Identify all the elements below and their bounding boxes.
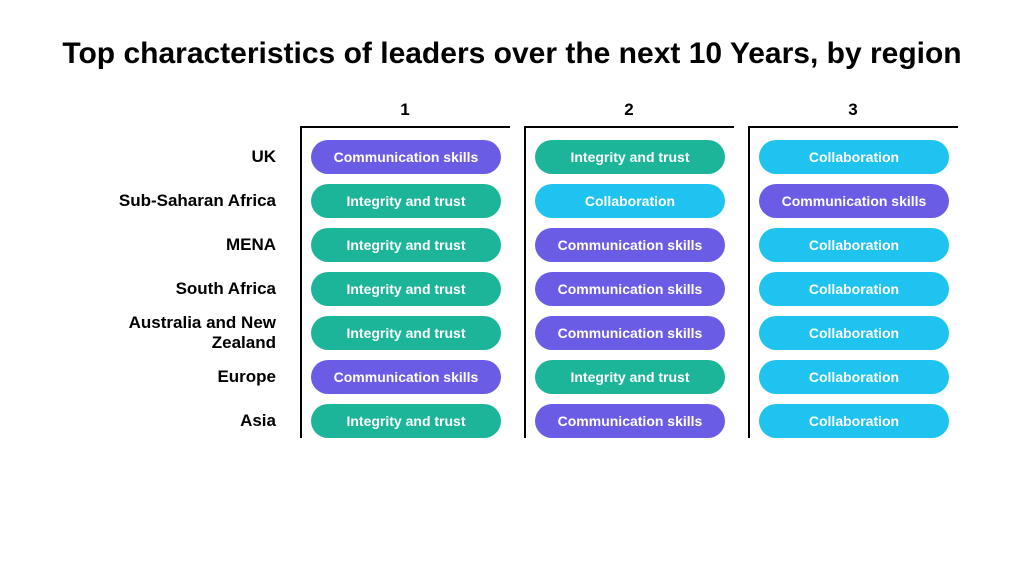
row-label: Sub-Saharan Africa	[66, 184, 286, 218]
table-cell: Communication skills	[526, 272, 734, 306]
table-cell: Collaboration	[750, 316, 958, 350]
row-label: South Africa	[66, 272, 286, 306]
row-labels-col: UK Sub-Saharan Africa MENA South Africa Aust…	[66, 126, 286, 438]
characteristic-pill: Collaboration	[535, 184, 725, 218]
characteristic-pill: Collaboration	[759, 140, 949, 174]
table-cell: Integrity and trust	[302, 228, 510, 262]
characteristic-pill: Integrity and trust	[311, 316, 501, 350]
col-3-group: Collaboration Communication skills Collabo…	[748, 126, 958, 438]
characteristic-pill: Collaboration	[759, 316, 949, 350]
row-label: UK	[66, 140, 286, 174]
row-label: MENA	[66, 228, 286, 262]
characteristic-pill: Communication skills	[535, 404, 725, 438]
characteristic-pill: Integrity and trust	[535, 360, 725, 394]
characteristic-pill: Collaboration	[759, 228, 949, 262]
characteristic-pill: Integrity and trust	[311, 272, 501, 306]
col-2-group: Integrity and trust Collaboration Communic…	[524, 126, 734, 438]
characteristic-pill: Collaboration	[759, 360, 949, 394]
row-label: Asia	[66, 404, 286, 438]
characteristic-pill: Collaboration	[759, 272, 949, 306]
row-label: Europe	[66, 360, 286, 394]
table-cell: Integrity and trust	[302, 404, 510, 438]
characteristic-pill: Communication skills	[535, 228, 725, 262]
table-cell: Integrity and trust	[526, 360, 734, 394]
table-cell: Integrity and trust	[302, 184, 510, 218]
table-cell: Communication skills	[526, 316, 734, 350]
table-cell: Integrity and trust	[302, 272, 510, 306]
table-cell: Collaboration	[750, 140, 958, 174]
table-cell: Collaboration	[750, 228, 958, 262]
characteristic-pill: Communication skills	[759, 184, 949, 218]
col-head-2: 2	[524, 100, 734, 126]
table-cell: Integrity and trust	[526, 140, 734, 174]
header-grid: 1 2 3	[60, 100, 964, 126]
characteristic-pill: Communication skills	[535, 316, 725, 350]
characteristic-pill: Integrity and trust	[535, 140, 725, 174]
characteristic-pill: Integrity and trust	[311, 184, 501, 218]
characteristic-pill: Integrity and trust	[311, 228, 501, 262]
table-cell: Collaboration	[750, 272, 958, 306]
characteristic-pill: Communication skills	[311, 140, 501, 174]
row-label: Australia and New Zealand	[66, 316, 286, 350]
table-cell: Communication skills	[526, 404, 734, 438]
table-cell: Communication skills	[526, 228, 734, 262]
table-cell: Collaboration	[750, 404, 958, 438]
table-cell: Collaboration	[526, 184, 734, 218]
body-grid: UK Sub-Saharan Africa MENA South Africa Aust…	[60, 126, 964, 438]
table-cell: Collaboration	[750, 360, 958, 394]
characteristic-pill: Collaboration	[759, 404, 949, 438]
col-head-1: 1	[300, 100, 510, 126]
col-head-3: 3	[748, 100, 958, 126]
col-1-group: Communication skills Integrity and trust I…	[300, 126, 510, 438]
page-title: Top characteristics of leaders over the …	[60, 36, 964, 72]
characteristic-pill: Communication skills	[535, 272, 725, 306]
table-cell: Communication skills	[750, 184, 958, 218]
characteristic-pill: Integrity and trust	[311, 404, 501, 438]
characteristic-pill: Communication skills	[311, 360, 501, 394]
table-cell: Communication skills	[302, 360, 510, 394]
table-cell: Integrity and trust	[302, 316, 510, 350]
table-cell: Communication skills	[302, 140, 510, 174]
